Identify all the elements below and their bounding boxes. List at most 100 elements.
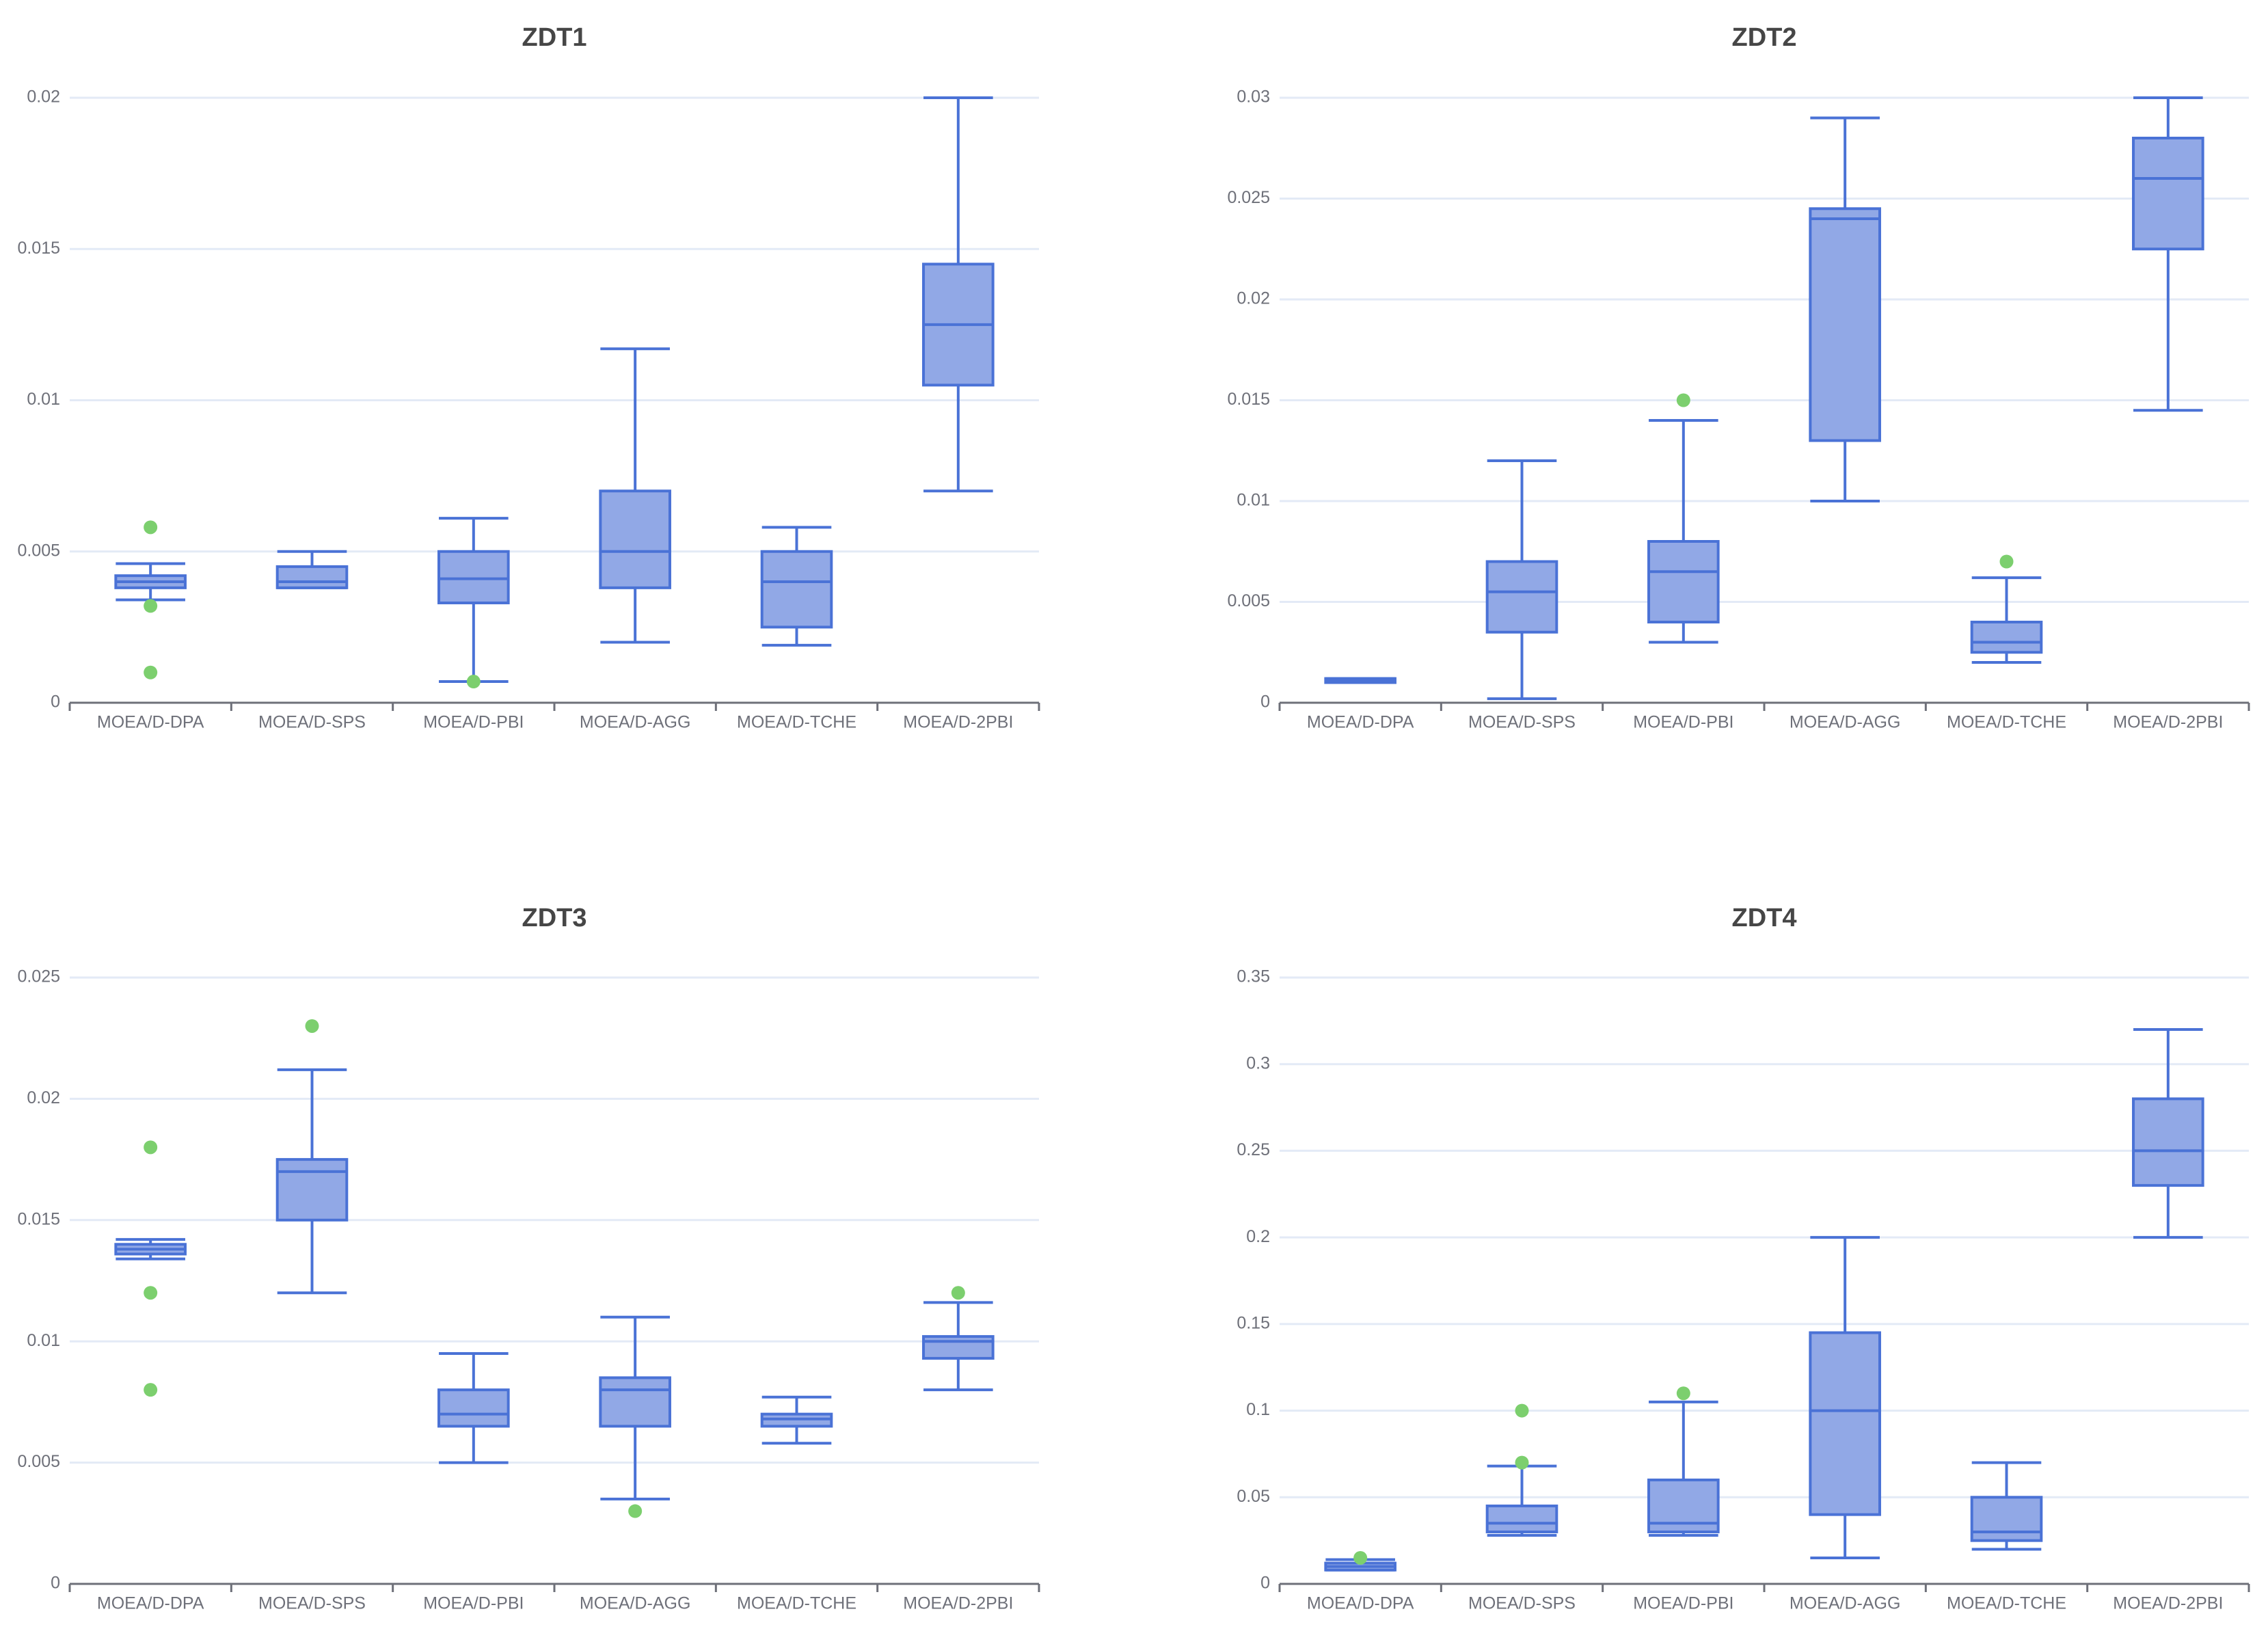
- x-category-label: MOEA/D-TCHE: [737, 1594, 856, 1613]
- boxplot-moea-d-2pbi: [922, 96, 995, 493]
- outlier-point: [144, 1140, 158, 1155]
- boxplot-moea-d-tche: [1970, 576, 2043, 664]
- x-category-label: MOEA/D-SPS: [258, 1594, 366, 1613]
- y-tick-label: 0.05: [1237, 1487, 1270, 1506]
- boxplot-moea-d-pbi: [1647, 419, 1720, 644]
- x-category-label: MOEA/D-TCHE: [737, 713, 856, 732]
- boxplot-moea-d-pbi: [437, 517, 510, 684]
- chart-title: ZDT3: [522, 904, 587, 932]
- y-tick-label: 0.03: [1237, 87, 1270, 107]
- y-tick-label: 0.01: [27, 390, 60, 409]
- x-category-label: MOEA/D-AGG: [1790, 713, 1901, 732]
- x-category-label: MOEA/D-TCHE: [1947, 1594, 2066, 1613]
- boxplot-moea-d-tche: [1970, 1461, 2043, 1551]
- boxplot-moea-d-dpa: [114, 1238, 187, 1261]
- y-tick-label: 0.015: [17, 1209, 60, 1228]
- x-category-label: MOEA/D-PBI: [1633, 713, 1733, 732]
- boxplot-moea-d-dpa: [114, 562, 187, 602]
- x-category-label: MOEA/D-SPS: [1468, 713, 1576, 732]
- boxplot-moea-d-2pbi: [2132, 96, 2204, 412]
- x-category-label: MOEA/D-AGG: [580, 1594, 691, 1613]
- boxplot-moea-d-sps: [1485, 459, 1558, 701]
- y-tick-label: 0.025: [17, 967, 60, 986]
- y-tick-label: 0: [51, 1574, 60, 1593]
- outlier-point: [1676, 1386, 1690, 1401]
- chart-title: ZDT4: [1732, 904, 1797, 932]
- boxplot-moea-d-agg: [1809, 116, 1881, 502]
- box-iqr: [437, 550, 510, 604]
- chart-zdt2: ZDT2 0 0.005 0.01 0.015 0.02 0.025 0.03 MOEA/D-D…: [1227, 23, 2250, 732]
- outlier-point: [1353, 1550, 1368, 1565]
- box-iqr: [437, 1388, 510, 1428]
- y-tick-label: 0.01: [1237, 491, 1270, 510]
- y-tick-label: 0.25: [1237, 1140, 1270, 1159]
- outlier-point: [144, 520, 158, 535]
- outlier-point: [951, 1286, 965, 1300]
- x-category-label: MOEA/D-SPS: [258, 713, 366, 732]
- y-tick-label: 0: [1260, 692, 1270, 712]
- boxplot-moea-d-dpa: [1324, 677, 1396, 684]
- boxplot-moea-d-pbi: [1647, 1400, 1720, 1537]
- y-tick-label: 0.005: [17, 541, 60, 560]
- y-tick-label: 0.015: [17, 239, 60, 258]
- boxplot-moea-d-tche: [760, 526, 833, 647]
- y-tick-label: 0.3: [1246, 1053, 1270, 1073]
- x-category-label: MOEA/D-SPS: [1468, 1594, 1576, 1613]
- boxplot-moea-d-tche: [760, 1395, 833, 1445]
- boxplot-moea-d-2pbi: [2132, 1028, 2204, 1239]
- y-tick-label: 0.02: [27, 87, 60, 107]
- y-tick-label: 0.35: [1237, 967, 1270, 986]
- x-category-label: MOEA/D-DPA: [1307, 713, 1414, 732]
- outlier-point: [1515, 1455, 1529, 1470]
- y-tick-label: 0.2: [1246, 1227, 1270, 1246]
- boxplot-moea-d-agg: [1809, 1236, 1881, 1559]
- y-tick-label: 0.01: [27, 1331, 60, 1350]
- x-category-label: MOEA/D-DPA: [97, 1594, 204, 1613]
- y-tick-label: 0.005: [1227, 591, 1270, 610]
- outlier-point: [1515, 1403, 1529, 1418]
- x-category-label: MOEA/D-TCHE: [1947, 713, 2066, 732]
- outlier-point: [144, 1286, 158, 1300]
- y-tick-label: 0.02: [1237, 289, 1270, 308]
- y-tick-label: 0.15: [1237, 1313, 1270, 1332]
- y-tick-label: 0.02: [27, 1088, 60, 1107]
- box-iqr: [275, 1158, 349, 1222]
- boxplot-moea-d-sps: [1485, 1464, 1558, 1537]
- boxplot-moea-d-2pbi: [922, 1301, 995, 1392]
- chart-zdt3: ZDT3 0 0.005 0.01 0.015 0.02 0.025 MOEA/D-DPA MO…: [17, 904, 1040, 1613]
- box-iqr: [1485, 560, 1558, 634]
- box-iqr: [1970, 1496, 2043, 1542]
- outlier-point: [1999, 554, 2014, 569]
- x-category-label: MOEA/D-PBI: [423, 713, 524, 732]
- y-tick-label: 0.015: [1227, 390, 1270, 409]
- chart-title: ZDT1: [522, 23, 587, 52]
- y-tick-label: 0.025: [1227, 188, 1270, 207]
- chart-zdt4: ZDT4 0 0.05 0.1 0.15 0.2 0.25 0.3 0.35 MOEA/D-DPA…: [1237, 904, 2250, 1613]
- x-category-label: MOEA/D-AGG: [580, 713, 691, 732]
- box-iqr: [1485, 1504, 1558, 1533]
- x-category-label: MOEA/D-PBI: [1633, 1594, 1733, 1613]
- boxplot-moea-d-sps: [275, 1068, 349, 1295]
- y-tick-label: 0: [51, 692, 60, 712]
- box-iqr: [1970, 621, 2043, 654]
- box-iqr: [599, 1376, 671, 1428]
- x-category-label: MOEA/D-2PBI: [903, 713, 1013, 732]
- x-category-label: MOEA/D-DPA: [1307, 1594, 1414, 1613]
- chart-zdt1: ZDT1 0 0.005 0.01 0.015 0.02 MOEA/D-DPA MOEA/D-…: [17, 23, 1040, 732]
- boxplot-moea-d-sps: [275, 550, 349, 589]
- outlier-point: [144, 1383, 158, 1397]
- x-category-label: MOEA/D-2PBI: [2113, 713, 2223, 732]
- chart-title: ZDT2: [1732, 23, 1797, 52]
- outlier-point: [144, 665, 158, 679]
- box-iqr: [275, 565, 349, 589]
- boxplot-moea-d-agg: [599, 1315, 671, 1500]
- box-iqr: [2132, 137, 2204, 251]
- outlier-point: [305, 1019, 319, 1033]
- outlier-point: [628, 1504, 643, 1518]
- boxplot-moea-d-pbi: [437, 1351, 510, 1464]
- y-tick-label: 0.005: [17, 1452, 60, 1471]
- box-iqr: [760, 550, 833, 629]
- x-category-label: MOEA/D-AGG: [1790, 1594, 1901, 1613]
